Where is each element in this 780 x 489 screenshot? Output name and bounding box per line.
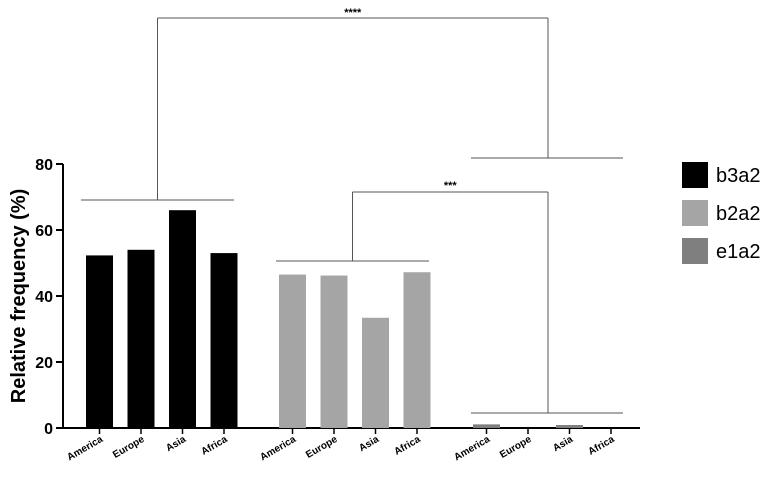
bar-b3a2-america: [86, 255, 113, 428]
bar-b2a2-asia: [362, 317, 389, 428]
bar-b3a2-africa: [210, 253, 238, 428]
category-label: Asia: [551, 434, 575, 454]
category-label: Africa: [199, 434, 229, 458]
legend-label-b3a2: b3a2: [716, 165, 761, 187]
bar-e1a2-america: [473, 424, 500, 428]
category-label: America: [452, 434, 492, 463]
y-tick-label: 0: [44, 421, 53, 438]
legend-label-e1a2: e1a2: [716, 241, 761, 263]
y-tick-label: 60: [35, 223, 53, 240]
axes: 0 20 40 60 80: [35, 157, 640, 438]
category-label: Europe: [498, 434, 534, 461]
legend: b3a2 b2a2 e1a2: [682, 162, 761, 264]
y-tick-label: 40: [35, 289, 53, 306]
legend-label-b2a2: b2a2: [716, 203, 761, 225]
significance-label: ***: [444, 180, 458, 192]
legend-swatch-e1a2: [682, 238, 708, 264]
y-tick-label: 80: [35, 157, 53, 174]
bar-b3a2-europe: [127, 249, 155, 428]
category-label: America: [65, 434, 105, 463]
bar-b2a2-africa: [403, 272, 431, 428]
category-label: Europe: [304, 434, 340, 461]
legend-swatch-b3a2: [682, 162, 708, 188]
legend-swatch-b2a2: [682, 200, 708, 226]
category-labels: America Europe Asia Africa America Europe Asia…: [65, 434, 617, 463]
category-label: Asia: [357, 434, 381, 454]
bar-b3a2-asia: [169, 210, 196, 428]
bar-e1a2-asia: [556, 425, 583, 428]
bar-b2a2-europe: [320, 275, 348, 428]
category-label: America: [258, 434, 298, 463]
y-axis-title: Relative frequency (%): [8, 189, 30, 404]
bar-b2a2-america: [279, 274, 306, 428]
category-label: Africa: [392, 434, 422, 458]
category-label: Asia: [164, 434, 188, 454]
significance-label: ****: [344, 7, 362, 19]
y-tick-label: 20: [35, 355, 53, 372]
significance-brackets: *******: [81, 7, 623, 414]
category-label: Europe: [111, 434, 147, 461]
bars: [86, 210, 583, 428]
category-label: Africa: [586, 434, 616, 458]
